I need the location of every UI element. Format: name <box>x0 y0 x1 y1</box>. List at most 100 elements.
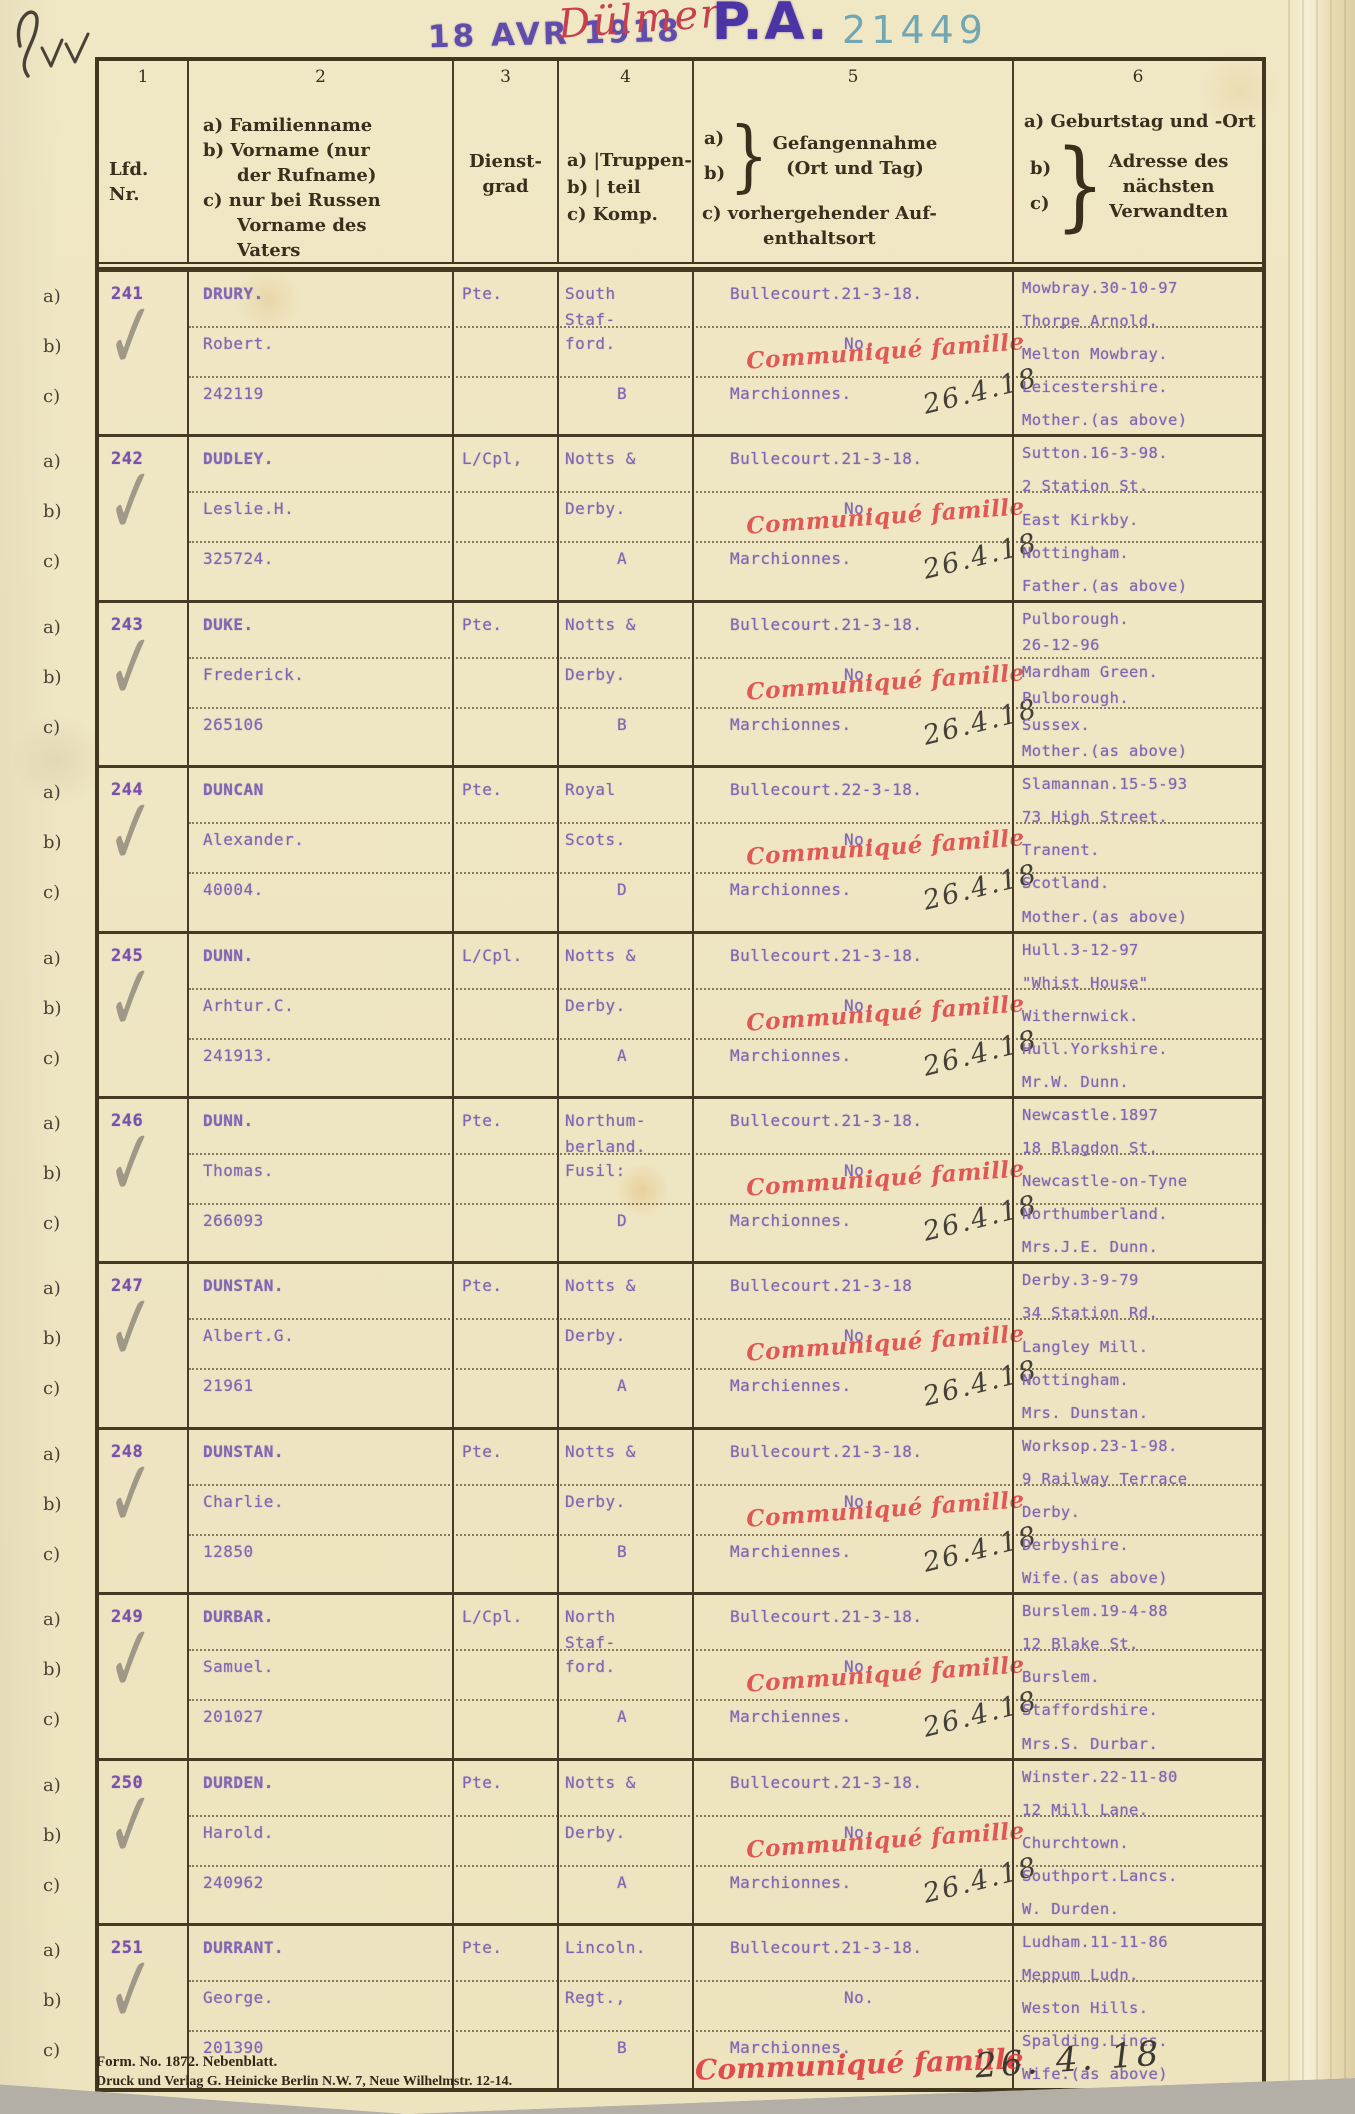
column-number: 6 <box>1132 67 1144 87</box>
address-line: Slamannan.15-5-93 <box>1022 775 1188 794</box>
brace-glyph: } <box>729 109 769 202</box>
unit-line-1: Notts & <box>565 1276 636 1296</box>
family-name: DUNN. <box>203 945 254 965</box>
unit-line-3: Fusil: <box>565 1160 626 1180</box>
previous-place: Marchionnes. <box>730 2037 852 2057</box>
capture-note: No. <box>844 830 875 850</box>
margin-key-a: a) <box>43 1443 61 1465</box>
cell-capture: Bullecourt.21-3-18. No. Communiqué famil… <box>692 1760 1041 1923</box>
table-row: a) b) c) 250 ✓ DURDEN. Harold. 240962 Pt… <box>43 1757 1262 1923</box>
birth-and-address: Derby.3-9-79 34 Station Rd. Langley Mill. N… <box>1022 1271 1260 1421</box>
address-line: Withernwick. <box>1022 1006 1139 1025</box>
pencil-checkmark: ✓ <box>104 1603 159 1715</box>
address-line: Langley Mill. <box>1022 1337 1149 1356</box>
margin-key-b: b) <box>43 1989 62 2011</box>
address-line: Burslem.19-4-88 <box>1022 1602 1168 1621</box>
cell-birth-address: Newcastle.1897 18 Blagdon St. Newcastle-on… <box>1012 1098 1262 1262</box>
address-line: 12 Mill Lane. <box>1022 1800 1149 1819</box>
address-line: Mowbray.30-10-97 <box>1022 279 1178 297</box>
unit-line-1: North <box>565 1607 616 1627</box>
header-key: b) <box>1030 158 1052 179</box>
prisoner-number: 245 <box>111 945 144 966</box>
company: D <box>617 1210 628 1230</box>
unit-line-3: Regt., <box>565 1987 626 2007</box>
header-text: Vaters <box>237 240 301 261</box>
header-key: a) <box>704 127 725 149</box>
previous-place: Marchionnes. <box>730 714 852 734</box>
pencil-checkmark: ✓ <box>104 776 159 888</box>
capture-place-date: Bullecourt.21-3-18. <box>730 284 923 303</box>
header-text: der Rufname) <box>237 165 377 186</box>
page-stack-edge <box>1288 0 1355 2080</box>
address-line: Nottingham. <box>1022 1370 1130 1389</box>
previous-place: Marchionnes. <box>730 1210 852 1230</box>
capture-note: No. <box>844 1657 875 1677</box>
company: B <box>617 714 628 734</box>
cell-unit: Notts & Derby. A <box>557 437 692 600</box>
family-name: DUNSTAN. <box>203 1276 285 1296</box>
capture-place-date: Bullecourt.21-3-18. <box>730 1441 923 1461</box>
company: B <box>617 2037 628 2057</box>
margin-key-a: a) <box>43 451 61 473</box>
address-line: "Whist House" <box>1022 973 1149 992</box>
capture-note: No. <box>844 1326 875 1346</box>
cell-birth-address: Sutton.16-3-98. 2 Station St. East Kirkby.… <box>1012 437 1262 600</box>
header-text: b) | teil <box>567 177 641 198</box>
address-line: Churchtown. <box>1022 1833 1130 1852</box>
margin-key-a: a) <box>43 286 61 307</box>
unit-line-1: Lincoln. <box>565 1937 647 1957</box>
pencil-checkmark: ✓ <box>104 1107 159 1219</box>
address-line: Weston Hills. <box>1022 1999 1149 2018</box>
capture-note: No. <box>844 499 875 519</box>
communique-famille-stamp: Communiqué famille <box>745 1816 1026 1864</box>
header-text: nächsten <box>1122 175 1215 197</box>
cell-rank: L/Cpl. <box>452 933 557 1096</box>
prisoner-number: 248 <box>111 1441 144 1462</box>
family-name: DUNN. <box>203 1110 254 1130</box>
cell-rank: Pte. <box>452 1925 557 2089</box>
family-name: DURBAR. <box>203 1607 274 1627</box>
cell-name: DUNN. Thomas. 266093 <box>187 1098 452 1262</box>
company: B <box>617 1541 628 1561</box>
communique-famille-stamp: Communiqué famille <box>745 1155 1026 1202</box>
cell-serial: 250 ✓ <box>99 1761 187 1923</box>
cell-rank: Pte. <box>452 1760 557 1923</box>
service-number: 242119 <box>203 384 264 403</box>
address-line: Sussex. <box>1022 715 1091 734</box>
cell-unit: Notts & Derby. A <box>557 1760 692 1923</box>
cell-name: DRURY. Robert. 242119 <box>187 272 452 435</box>
margin-key-c: c) <box>43 882 61 904</box>
rank: Pte. <box>462 614 503 634</box>
cell-serial: 251 ✓ <box>99 1926 187 2088</box>
previous-place: Marchionnes. <box>730 549 852 569</box>
birth-and-address: Pulborough. 26-12-96 Mardham Green. Pulboro… <box>1022 610 1260 760</box>
capture-note: No. <box>844 995 875 1015</box>
header-key: b) <box>704 162 726 184</box>
unit-line-1: Notts & <box>565 1441 636 1461</box>
communique-famille-stamp: Communiqué famille <box>745 328 1026 375</box>
unit-line-3: ford. <box>565 1657 616 1677</box>
rank: Pte. <box>462 1441 503 1461</box>
prisoner-number: 249 <box>111 1607 144 1628</box>
pencil-checkmark: ✓ <box>104 280 159 392</box>
serial-number-stamp: 21449 <box>842 8 988 52</box>
capture-note: No. <box>844 1822 875 1842</box>
forename: Thomas. <box>203 1160 274 1180</box>
capture-place-date: Bullecourt.21-3-18. <box>730 1110 923 1130</box>
address-line: Derby. <box>1022 1502 1081 1521</box>
margin-key-a: a) <box>43 1278 61 1300</box>
address-line: Leicestershire. <box>1022 378 1168 397</box>
table-body: a) b) c) 241 ✓ DRURY. Robert. 242119 Pte… <box>43 269 1262 2089</box>
company: D <box>617 880 628 900</box>
address-line: Nottingham. <box>1022 543 1130 562</box>
family-name: DRURY. <box>203 284 264 303</box>
column-number: 2 <box>315 67 326 87</box>
address-line: Mother.(as above) <box>1022 411 1188 430</box>
table-row: a) b) c) 249 ✓ DURBAR. Samuel. 201027 L/… <box>43 1592 1262 1758</box>
communique-famille-stamp: Communiqué famille <box>745 659 1026 706</box>
rank: Pte. <box>462 1937 503 1957</box>
form-number-line: Form. No. 1872. Nebenblatt. <box>96 2054 278 2070</box>
margin-key-c: c) <box>43 1212 61 1234</box>
cell-birth-address: Ludham.11-11-86 Meppum Ludn. Weston Hills.… <box>1012 1925 1262 2089</box>
header-text: Dienst- <box>469 151 542 172</box>
